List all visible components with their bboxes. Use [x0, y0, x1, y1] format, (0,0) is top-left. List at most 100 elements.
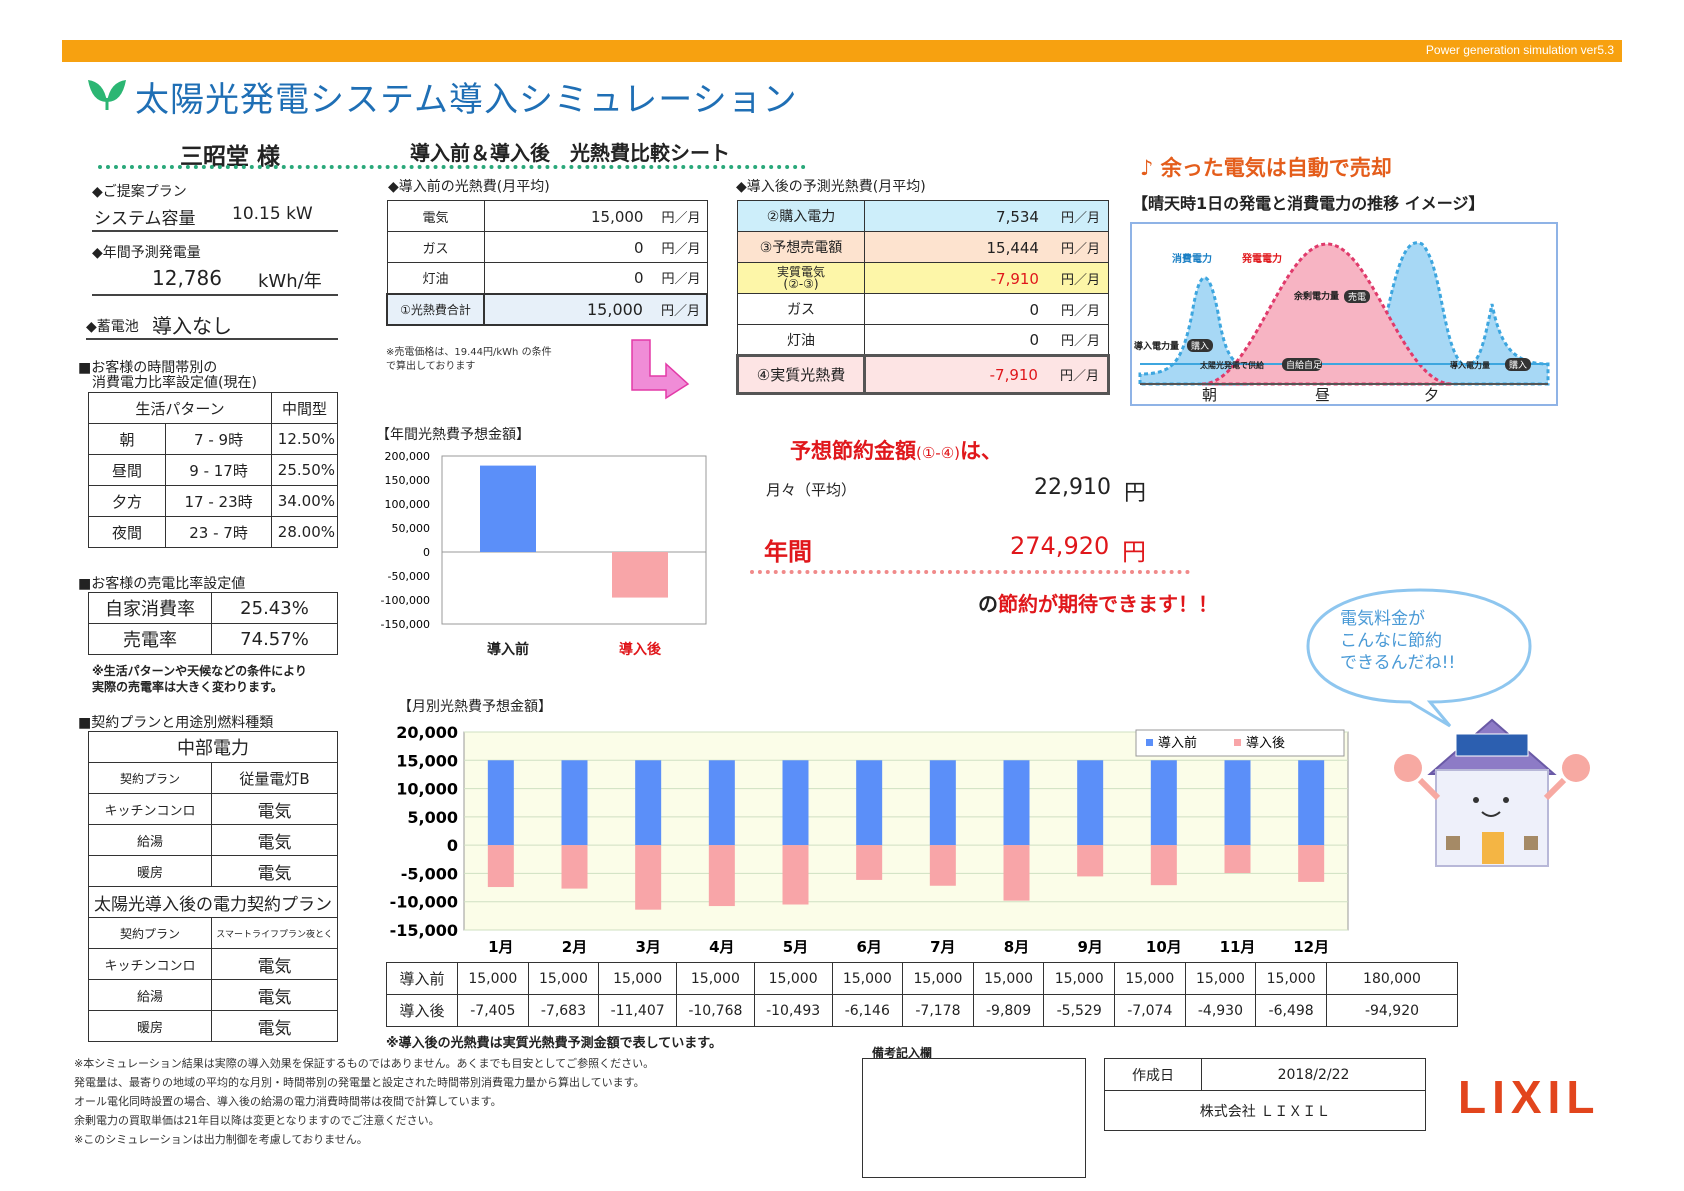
after-cell: -7,683	[527, 994, 600, 1027]
axis-morning: 朝	[1202, 386, 1217, 404]
before-cell: 15,000	[972, 962, 1045, 995]
after-cell: -9,809	[972, 994, 1045, 1027]
x-tick-label: 7月	[930, 938, 955, 956]
contract-key: 給湯	[88, 979, 212, 1011]
before-cell: 15,000	[831, 962, 904, 995]
bar-before	[929, 760, 956, 846]
annual-yen: 円	[1122, 538, 1146, 566]
remarks-label: 備考記入欄	[872, 1046, 933, 1060]
title-divider	[98, 165, 806, 169]
after-cell: -94,920	[1326, 994, 1458, 1027]
unit-label: 円／月	[1060, 241, 1100, 257]
top-bar: Power generation simulation ver5.3	[62, 40, 1622, 62]
speech-bubble: 電気料金が こんなに節約 できるんだね!!	[1306, 588, 1532, 728]
y-tick-label: 0	[423, 546, 430, 559]
monthly-savings-label: 月々（平均）	[766, 481, 857, 499]
plot-area	[463, 731, 1349, 931]
footer-note: 発電量は、最寄りの地域の平均的な月別・時間帯別の発電量と設定された時間帯別消費電…	[74, 1076, 645, 1089]
sell-ratio-title: ■お客様の売電比率設定値	[78, 576, 246, 592]
usage-row: 朝 7 - 9時 12.50%	[88, 423, 338, 455]
contract-value: 電気	[211, 824, 338, 856]
battery-label: ◆蓄電池	[86, 319, 139, 335]
bar-before	[1003, 760, 1030, 846]
bar-before	[1150, 760, 1177, 846]
savings-title-end: は、	[960, 439, 1003, 463]
monthly-chart-title: 【月別光熱費予想金額】	[398, 699, 552, 715]
before-cell: 15,000	[902, 962, 974, 995]
pattern-value: 中間型	[271, 392, 338, 424]
bar-before	[856, 760, 883, 846]
unit-label: 円／月	[661, 210, 701, 226]
y-tick-label: -10,000	[390, 893, 458, 912]
before-total-label: ①光熱費合計	[386, 292, 485, 326]
contract-value: 電気	[211, 793, 338, 825]
axis-evening: 夕	[1424, 386, 1439, 404]
legend	[1135, 729, 1345, 757]
bar-after	[561, 845, 588, 889]
axis-noon: 昼	[1315, 386, 1330, 404]
capacity-value: 10.15 kW	[232, 204, 313, 224]
surplus-title: ♪ 余った電気は自動で売却	[1140, 156, 1392, 180]
contract-title: ■契約プランと用途別燃料種類	[78, 715, 274, 731]
sell-rate-value: 74.57%	[211, 623, 338, 655]
usage-ratio-table: 生活パターン 中間型 朝 7 - 9時 12.50% 昼間 9 - 17時 25…	[87, 392, 338, 548]
footer-note: ※このシミュレーションは出力制御を考慮しておりません。	[74, 1133, 368, 1146]
usage-row-name: 夕方	[88, 485, 166, 517]
x-tick-label: 8月	[1004, 938, 1029, 956]
unit-label: 円／月	[1059, 369, 1099, 384]
contract-value: 電気	[211, 948, 338, 980]
contract-value: 電気	[211, 855, 338, 887]
leaf-icon	[88, 80, 126, 110]
usage-row-pct: 12.50%	[271, 423, 338, 455]
annual-gen-value: 12,786	[152, 266, 222, 290]
lixil-logo: LIXIL	[1458, 1071, 1601, 1123]
x-tick-label: 12月	[1293, 938, 1329, 956]
after-cell: -7,405	[457, 994, 529, 1027]
after-cell: -10,768	[676, 994, 755, 1027]
y-tick-label: 5,000	[407, 808, 458, 827]
buy-left-label: 導入電力量	[1134, 340, 1179, 352]
bar-after	[856, 845, 883, 880]
after-total-label: ④実質光熱費	[736, 354, 866, 395]
remarks-field[interactable]	[862, 1058, 1086, 1178]
before-cell: 15,000	[527, 962, 600, 995]
power-company: 中部電力	[88, 731, 338, 763]
annual-cost-chart: 200,000 150,000 100,000 50,000 0 -50,000 -100,…	[381, 450, 707, 658]
before-key: 電気	[386, 200, 485, 232]
before-cost-table: 電気 15,000 円／月 ガス 0 円／月 灯油 0 円／月 ①光熱費合計 15,000 円／…	[386, 200, 708, 326]
before-title: ◆導入前の光熱費(月平均)	[388, 179, 550, 195]
unit-label: 円／月	[1060, 334, 1100, 349]
usage-row-time: 23 - 7時	[164, 516, 273, 548]
after-value: 0	[1029, 331, 1039, 349]
savings-footer-pre: の	[978, 592, 998, 616]
contract-key: 暖房	[88, 1010, 212, 1042]
bar-after	[1150, 845, 1177, 886]
contract-value: 電気	[211, 1010, 338, 1042]
annual-chart-title: 【年間光熱費予想金額】	[376, 427, 530, 443]
before-cell: 15,000	[1255, 962, 1327, 995]
sell-ratio-table: 自家消費率 25.43% 売電率 74.57%	[88, 592, 338, 655]
x-tick-label: 10月	[1146, 938, 1182, 956]
after-key: ガス	[737, 293, 865, 325]
x-tick-label: 5月	[783, 938, 808, 956]
solar-supply-label: 太陽光発電で供給	[1199, 360, 1265, 370]
after-cell: -7,178	[902, 994, 974, 1027]
annual-gen-label: ◆年間予測発電量	[92, 245, 201, 261]
before-cell: 15,000	[1184, 962, 1257, 995]
after-key: ②購入電力	[737, 200, 865, 232]
y-tick-label: -15,000	[390, 921, 458, 940]
x-tick-label: 導入前	[487, 641, 529, 658]
usage-row-time: 17 - 23時	[164, 485, 273, 517]
legend-swatch	[1146, 739, 1153, 746]
unit-label: 円／月	[660, 303, 700, 319]
unit-label: 円／月	[1060, 210, 1100, 226]
after-value: 7,534	[996, 207, 1039, 226]
monthly-savings-value: 22,910	[1034, 475, 1111, 500]
created-date: 2018/2/22	[1201, 1058, 1426, 1091]
bubble-line-2: こんなに節約	[1340, 631, 1442, 651]
after-key: ③予想売電額	[737, 231, 865, 263]
after-cell: -6,498	[1255, 994, 1327, 1027]
unit-label: 円／月	[1060, 303, 1100, 319]
bar-before	[487, 760, 514, 846]
after-cell: -10,493	[753, 994, 833, 1027]
